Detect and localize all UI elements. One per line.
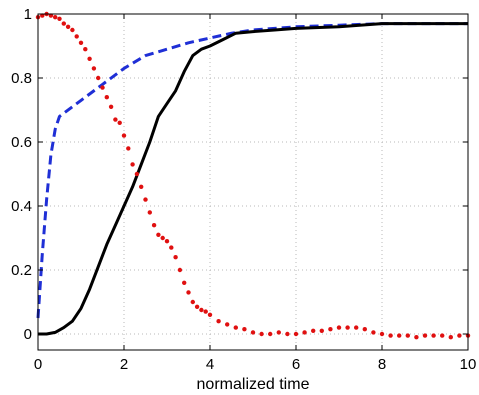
data-point xyxy=(422,333,428,338)
data-point xyxy=(319,328,324,333)
data-point xyxy=(173,255,178,260)
data-point xyxy=(457,333,462,338)
data-point xyxy=(194,304,200,309)
data-point xyxy=(397,333,402,338)
data-point xyxy=(117,120,122,126)
data-point xyxy=(126,146,131,151)
data-point xyxy=(207,312,213,317)
data-point xyxy=(164,239,170,244)
data-point xyxy=(156,232,161,237)
data-point xyxy=(268,331,273,337)
data-point xyxy=(151,223,157,228)
y-tick-label: 0.4 xyxy=(11,198,32,215)
data-point xyxy=(276,330,281,335)
data-point xyxy=(233,325,238,330)
y-tick-label: 1 xyxy=(24,6,32,23)
data-point xyxy=(83,47,88,52)
data-point xyxy=(203,309,208,314)
tick-labels: 0 2 4 6 8 10 0 0.2 0.4 0.6 0.8 1 xyxy=(11,6,476,373)
data-point xyxy=(225,322,230,327)
data-point xyxy=(65,24,71,29)
data-point xyxy=(134,171,140,177)
data-point xyxy=(186,290,191,295)
data-point xyxy=(328,327,333,332)
data-point xyxy=(91,66,97,71)
data-point xyxy=(199,307,204,313)
plot-frame xyxy=(37,13,469,351)
data-point xyxy=(160,235,165,241)
data-point xyxy=(379,331,385,337)
data-point xyxy=(70,27,75,33)
data-point xyxy=(61,21,66,26)
data-point xyxy=(354,325,359,330)
data-point xyxy=(371,330,376,335)
data-point xyxy=(147,210,152,215)
data-point xyxy=(431,333,436,338)
data-point xyxy=(293,331,299,337)
x-tick-label: 8 xyxy=(378,356,386,373)
data-point xyxy=(74,34,79,39)
data-point xyxy=(285,331,290,337)
y-tick-label: 0.6 xyxy=(11,134,32,151)
data-point xyxy=(143,197,148,202)
data-point xyxy=(57,16,62,21)
data-point xyxy=(121,133,127,138)
data-point xyxy=(440,333,445,338)
data-point xyxy=(302,330,307,335)
data-point xyxy=(259,331,264,337)
x-tick-label: 0 xyxy=(34,356,42,373)
data-point xyxy=(169,245,174,250)
x-tick-label: 4 xyxy=(206,356,214,373)
data-point xyxy=(78,40,84,45)
x-tick-label: 10 xyxy=(460,356,477,373)
data-point xyxy=(182,280,187,285)
data-point xyxy=(336,325,342,330)
data-point xyxy=(100,85,105,90)
data-point xyxy=(345,325,350,330)
data-point xyxy=(87,56,92,61)
x-axis-label: normalized time xyxy=(197,376,310,393)
solid-series-line xyxy=(38,22,468,336)
series-group xyxy=(35,11,471,340)
data-point xyxy=(130,162,135,167)
data-point xyxy=(113,117,118,122)
y-tick-label: 0.2 xyxy=(11,262,32,279)
data-point xyxy=(48,13,54,18)
data-point xyxy=(108,104,114,110)
data-point xyxy=(414,335,419,340)
data-point xyxy=(448,335,453,340)
ticks xyxy=(37,13,469,350)
dotted-series xyxy=(35,11,471,340)
data-point xyxy=(216,319,221,324)
data-point xyxy=(362,327,367,332)
y-tick-label: 0.8 xyxy=(11,70,32,87)
data-point xyxy=(242,327,247,332)
data-point xyxy=(250,330,256,335)
data-point xyxy=(177,267,183,273)
y-tick-label: 0 xyxy=(24,326,32,343)
data-point xyxy=(139,184,144,189)
grid xyxy=(38,14,468,350)
data-point xyxy=(190,299,195,305)
data-point xyxy=(405,333,410,338)
data-point xyxy=(53,15,58,20)
data-point xyxy=(40,13,45,18)
data-point xyxy=(388,333,393,338)
data-point xyxy=(104,95,110,100)
x-tick-label: 2 xyxy=(120,356,128,373)
data-point xyxy=(96,75,101,81)
dashed-series-line xyxy=(36,22,468,319)
data-point xyxy=(311,328,316,333)
x-tick-label: 6 xyxy=(292,356,300,373)
